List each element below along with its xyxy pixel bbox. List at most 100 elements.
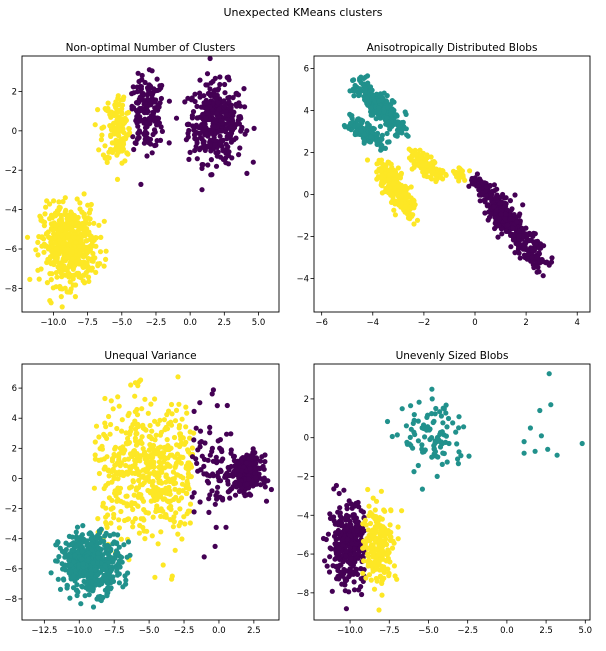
- data-point: [421, 422, 427, 428]
- data-point: [115, 572, 121, 578]
- data-point: [116, 403, 122, 409]
- data-point: [422, 434, 428, 440]
- data-point: [115, 532, 121, 538]
- y-tick-label: −6: [4, 245, 17, 255]
- data-point: [132, 380, 138, 386]
- data-point: [194, 156, 200, 162]
- data-point: [398, 199, 404, 205]
- data-point: [215, 86, 222, 92]
- data-point: [343, 548, 349, 554]
- data-point: [368, 559, 374, 566]
- subplot-title: Anisotropically Distributed Blobs: [367, 42, 538, 54]
- data-point: [520, 202, 526, 208]
- y-tick-label: −2: [4, 166, 17, 176]
- data-point: [354, 122, 361, 128]
- data-point: [130, 506, 136, 513]
- data-point: [393, 133, 399, 139]
- data-point: [215, 149, 221, 155]
- data-point: [132, 409, 138, 415]
- data-point: [91, 220, 97, 226]
- data-point: [118, 554, 125, 560]
- data-point: [110, 578, 117, 585]
- data-point: [144, 104, 150, 110]
- data-point: [353, 129, 359, 135]
- x-tick-label: −5.0: [418, 626, 439, 636]
- data-point: [54, 542, 60, 548]
- data-point: [334, 554, 340, 561]
- data-point: [213, 454, 219, 460]
- y-tick-label: 4: [304, 107, 309, 117]
- data-point: [507, 198, 513, 204]
- data-point: [409, 166, 415, 172]
- data-point: [116, 525, 122, 531]
- data-point: [161, 417, 167, 423]
- data-point: [438, 413, 444, 419]
- data-point: [579, 440, 585, 447]
- data-point: [119, 160, 125, 166]
- data-point: [521, 450, 527, 456]
- data-point: [175, 374, 181, 380]
- x-tick-label: 0.0: [212, 626, 226, 636]
- data-point: [403, 423, 409, 429]
- data-point: [183, 404, 189, 410]
- data-point: [108, 133, 114, 139]
- data-point: [156, 459, 162, 465]
- data-point: [51, 220, 57, 226]
- data-point: [387, 533, 393, 539]
- data-point: [119, 417, 125, 423]
- data-point: [205, 110, 211, 116]
- data-point: [351, 587, 358, 593]
- data-point: [88, 201, 94, 208]
- data-point: [376, 109, 382, 115]
- data-point: [103, 256, 109, 262]
- data-point: [148, 401, 154, 407]
- data-point: [124, 503, 130, 509]
- data-point: [140, 473, 146, 479]
- data-point: [68, 569, 74, 575]
- data-point: [54, 274, 60, 280]
- data-point: [327, 554, 333, 560]
- data-point: [346, 589, 352, 595]
- data-point: [59, 304, 65, 310]
- y-tick-label: 0: [304, 434, 309, 444]
- data-point: [141, 140, 147, 146]
- data-point: [116, 469, 122, 475]
- data-point: [184, 121, 190, 128]
- data-point: [252, 450, 258, 456]
- data-point: [98, 234, 104, 240]
- data-point: [339, 581, 345, 587]
- data-point: [421, 449, 427, 455]
- data-point: [62, 195, 68, 201]
- data-point: [47, 216, 53, 222]
- data-point: [204, 130, 210, 137]
- data-point: [191, 509, 197, 515]
- data-point: [149, 68, 155, 74]
- x-tick-label: 4: [575, 318, 580, 328]
- data-point: [432, 440, 438, 446]
- data-point: [353, 541, 360, 547]
- data-point: [367, 520, 374, 527]
- y-tick-label: −8: [296, 589, 309, 599]
- data-point: [53, 270, 60, 276]
- data-point: [349, 113, 355, 119]
- data-point: [201, 122, 207, 128]
- data-point: [217, 74, 223, 80]
- y-tick-label: 6: [304, 65, 309, 75]
- data-point: [111, 539, 117, 545]
- data-point: [102, 563, 108, 569]
- data-point: [112, 490, 118, 496]
- data-point: [126, 410, 132, 416]
- data-point: [80, 561, 86, 567]
- data-point: [132, 516, 138, 522]
- data-point: [368, 577, 374, 583]
- data-point: [102, 542, 108, 549]
- data-point: [164, 412, 170, 418]
- data-point: [87, 247, 93, 253]
- data-point: [142, 79, 148, 86]
- y-tick-label: 0: [12, 474, 17, 484]
- scatter-points-4: [320, 371, 585, 613]
- data-point: [175, 472, 181, 478]
- data-point: [227, 104, 233, 110]
- data-point: [491, 182, 497, 188]
- data-point: [408, 403, 414, 409]
